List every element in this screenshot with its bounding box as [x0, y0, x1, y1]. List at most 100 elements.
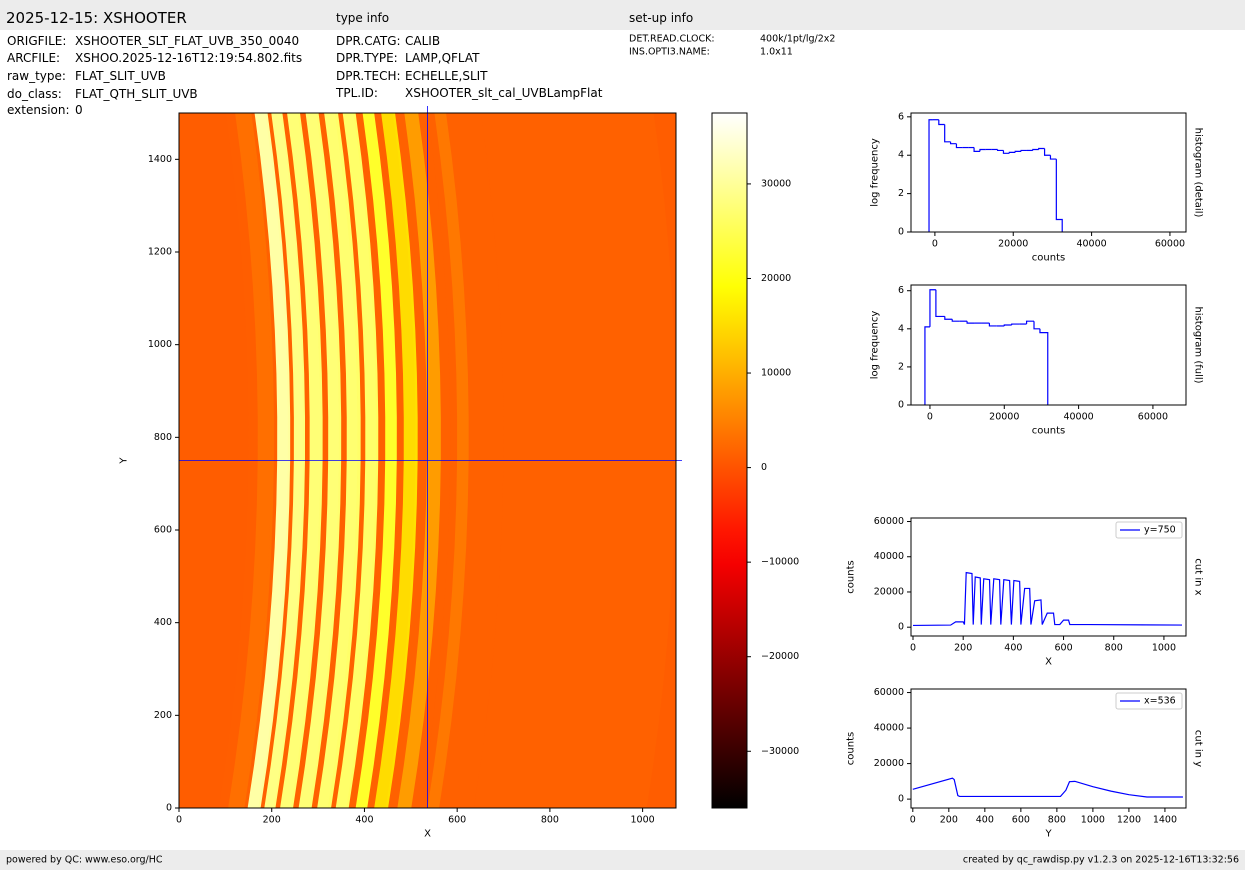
y-tick-label: 200: [154, 710, 172, 721]
footer-text: created by qc_rawdisp.py v1.2.3 on 2025-…: [963, 855, 1239, 866]
y-axis-label: log frequency: [870, 311, 881, 380]
field-value: 1.0x11: [760, 47, 793, 58]
histogram-step: [973, 147, 980, 152]
histogram-step: [979, 148, 986, 152]
side-label: histogram (detail): [1193, 128, 1204, 218]
field-value: FLAT_SLIT_UVB: [75, 69, 166, 83]
y-tick-label: 6: [898, 111, 904, 122]
y-tick-label: 600: [154, 525, 172, 536]
line: [913, 571, 1182, 627]
histogram-step: [1038, 147, 1045, 150]
histogram-step: [1032, 148, 1039, 151]
y-tick-label: 20000: [761, 273, 791, 284]
y-tick-label: 10000: [761, 368, 791, 379]
axes-frame: [910, 517, 1187, 637]
field-value: XSHOOTER_slt_cal_UVBLampFlat: [405, 86, 603, 100]
field-value: FLAT_QTH_SLIT_UVB: [75, 87, 198, 101]
y-tick-label: 800: [154, 432, 172, 443]
axes-frame: [910, 688, 1187, 809]
side-label: histogram (full): [1193, 306, 1204, 383]
y-tick-label: 0: [898, 622, 904, 633]
field-key: raw_type:: [7, 69, 66, 83]
legend-label: x=536: [1144, 696, 1176, 707]
histogram-step: [1025, 320, 1035, 325]
image-stripe: [228, 113, 273, 808]
field-value: 0: [75, 103, 83, 117]
histogram-step: [951, 319, 960, 322]
field-key: TPL.ID:: [335, 86, 378, 100]
histogram-step: [1008, 151, 1016, 154]
y-tick-label: 2: [898, 188, 904, 199]
histogram-step: [929, 289, 936, 327]
histogram-step: [938, 119, 945, 126]
y-tick-label: −10000: [761, 557, 799, 568]
image-stripe: [218, 113, 259, 808]
image-stripe: [355, 113, 395, 808]
y-tick-label: 0: [898, 227, 904, 238]
image-stripe: [247, 113, 289, 808]
x-tick-label: 1000: [631, 815, 655, 826]
image-stripe: [298, 113, 340, 808]
footer-bar: [0, 850, 1245, 870]
x-tick-label: 200: [940, 815, 958, 826]
axes-frame: [910, 284, 1187, 406]
field-key: DPR.CATG:: [336, 34, 401, 48]
legend-label: y=750: [1144, 525, 1176, 536]
image-stripe: [293, 113, 329, 808]
axes-frame: [910, 112, 1187, 233]
field-value: LAMP,QFLAT: [405, 51, 480, 65]
x-tick-label: 1000: [1081, 815, 1105, 826]
y-tick-label: 0: [898, 794, 904, 805]
y-tick-label: 6: [898, 285, 904, 296]
x-axis-label: X: [1045, 657, 1052, 668]
y-tick-label: 30000: [761, 178, 791, 189]
y-tick-label: −30000: [761, 746, 799, 757]
x-tick-label: 600: [448, 815, 466, 826]
x-tick-label: 0: [176, 815, 182, 826]
y-tick-label: 20000: [874, 586, 904, 597]
page-title: 2025-12-15: XSHOOTER: [6, 9, 187, 27]
y-tick-label: 4: [898, 323, 904, 334]
x-tick-label: 200: [954, 643, 972, 654]
y-tick-label: 40000: [874, 551, 904, 562]
histogram-step: [1014, 150, 1022, 153]
y-axis-label: counts: [846, 560, 857, 593]
image-stripe: [367, 113, 405, 808]
axes-frame: [178, 112, 677, 809]
side-label: cut in x: [1193, 558, 1204, 595]
x-tick-label: 20000: [989, 412, 1019, 423]
histogram-step: [1003, 324, 1012, 326]
y-tick-label: 1000: [148, 339, 172, 350]
x-axis-label: counts: [1032, 253, 1065, 264]
image-stripe: [335, 113, 377, 808]
x-tick-label: 0: [927, 412, 933, 423]
field-key: DET.READ.CLOCK:: [629, 34, 715, 45]
field-key: extension:: [7, 103, 70, 117]
x-tick-label: 800: [1048, 815, 1066, 826]
y-tick-label: 40000: [874, 723, 904, 734]
colorbar: [711, 112, 748, 809]
image-stripe: [317, 113, 358, 808]
histogram-step: [1043, 148, 1051, 156]
field-value: CALIB: [405, 34, 440, 48]
y-tick-label: 60000: [874, 516, 904, 527]
x-tick-label: 60000: [1155, 239, 1185, 250]
x-tick-label: 20000: [998, 239, 1028, 250]
legend-box: [1115, 521, 1183, 539]
x-tick-label: 400: [976, 815, 994, 826]
y-tick-label: 20000: [874, 758, 904, 769]
x-tick-label: 1000: [1152, 643, 1176, 654]
header-bar: [0, 0, 1245, 30]
y-tick-label: 0: [898, 400, 904, 411]
field-key: DPR.TECH:: [336, 69, 401, 83]
footer-text: powered by QC: www.eso.org/HC: [6, 855, 163, 866]
field-key: ORIGFILE:: [7, 34, 66, 48]
x-tick-label: 400: [1004, 643, 1022, 654]
x-tick-label: 0: [932, 239, 938, 250]
field-key: do_class:: [7, 87, 62, 101]
y-tick-label: 1200: [148, 247, 172, 258]
y-tick-label: 400: [154, 617, 172, 628]
histogram-step: [949, 141, 957, 145]
image-stripe: [348, 113, 386, 808]
x-tick-label: 1200: [1117, 815, 1141, 826]
